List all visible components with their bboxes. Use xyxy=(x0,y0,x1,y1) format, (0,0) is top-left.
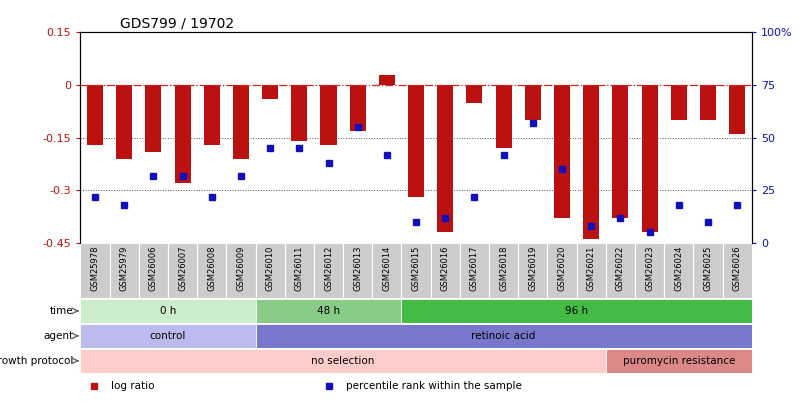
Bar xyxy=(343,243,372,298)
Text: GSM26014: GSM26014 xyxy=(382,246,391,291)
Bar xyxy=(547,243,576,298)
Text: 48 h: 48 h xyxy=(316,306,340,316)
Bar xyxy=(488,243,518,298)
Bar xyxy=(320,85,336,145)
Bar xyxy=(605,349,751,373)
Text: GSM26017: GSM26017 xyxy=(470,246,479,291)
Text: no selection: no selection xyxy=(311,356,374,366)
Bar xyxy=(692,243,722,298)
Text: control: control xyxy=(149,331,186,341)
Bar xyxy=(553,85,569,218)
Text: GSM26020: GSM26020 xyxy=(556,246,566,291)
Text: GSM26025: GSM26025 xyxy=(703,246,711,291)
Text: puromycin resistance: puromycin resistance xyxy=(622,356,734,366)
Bar xyxy=(605,243,634,298)
Text: retinoic acid: retinoic acid xyxy=(471,331,535,341)
Text: GSM26010: GSM26010 xyxy=(265,246,275,291)
Bar xyxy=(168,243,197,298)
Bar xyxy=(80,299,255,323)
Text: GSM26018: GSM26018 xyxy=(499,246,507,291)
Bar xyxy=(80,349,605,373)
Text: percentile rank within the sample: percentile rank within the sample xyxy=(345,381,521,391)
Text: 0 h: 0 h xyxy=(160,306,176,316)
Text: GSM26026: GSM26026 xyxy=(732,246,740,291)
Bar xyxy=(197,243,226,298)
Text: GSM26007: GSM26007 xyxy=(177,246,187,291)
Bar xyxy=(233,85,249,159)
Text: GSM26008: GSM26008 xyxy=(207,246,216,291)
Text: GSM26021: GSM26021 xyxy=(586,246,595,291)
Text: agent: agent xyxy=(43,331,74,341)
Bar xyxy=(349,85,365,131)
Bar xyxy=(518,243,547,298)
Text: time: time xyxy=(50,306,74,316)
Bar xyxy=(145,85,161,152)
Bar xyxy=(203,85,219,145)
Bar xyxy=(401,243,430,298)
Bar xyxy=(255,243,284,298)
Bar xyxy=(437,85,453,232)
Text: 96 h: 96 h xyxy=(565,306,588,316)
Bar xyxy=(372,243,401,298)
Text: GSM26016: GSM26016 xyxy=(440,246,449,291)
Bar xyxy=(430,243,459,298)
Text: GSM26024: GSM26024 xyxy=(674,246,683,291)
Bar xyxy=(612,85,628,218)
Text: GSM26022: GSM26022 xyxy=(615,246,624,291)
Bar xyxy=(80,243,109,298)
Text: log ratio: log ratio xyxy=(111,381,154,391)
Bar xyxy=(262,85,278,99)
Bar xyxy=(524,85,540,120)
Bar xyxy=(670,85,686,120)
Bar xyxy=(109,243,139,298)
Bar xyxy=(401,299,751,323)
Bar xyxy=(255,324,751,348)
Bar xyxy=(80,324,255,348)
Text: GSM26015: GSM26015 xyxy=(411,246,420,291)
Bar xyxy=(699,85,715,120)
Bar xyxy=(495,85,511,148)
Bar xyxy=(722,243,751,298)
Bar xyxy=(459,243,488,298)
Text: GDS799 / 19702: GDS799 / 19702 xyxy=(120,16,234,30)
Bar xyxy=(641,85,657,232)
Text: GSM26009: GSM26009 xyxy=(236,246,245,291)
Bar xyxy=(284,243,313,298)
Text: GSM26012: GSM26012 xyxy=(324,246,332,291)
Bar xyxy=(663,243,692,298)
Text: GSM26013: GSM26013 xyxy=(353,246,361,291)
Text: GSM25979: GSM25979 xyxy=(120,246,128,291)
Text: GSM26011: GSM26011 xyxy=(295,246,304,291)
Bar xyxy=(226,243,255,298)
Bar xyxy=(87,85,103,145)
Bar xyxy=(408,85,423,197)
Bar xyxy=(466,85,482,102)
Bar xyxy=(116,85,132,159)
Bar xyxy=(313,243,343,298)
Bar xyxy=(576,243,605,298)
Bar xyxy=(634,243,663,298)
Bar xyxy=(139,243,168,298)
Bar xyxy=(255,299,401,323)
Bar xyxy=(291,85,307,141)
Text: GSM26023: GSM26023 xyxy=(644,246,654,291)
Bar xyxy=(728,85,744,134)
Bar xyxy=(582,85,598,239)
Bar xyxy=(174,85,190,183)
Text: GSM26019: GSM26019 xyxy=(528,246,536,291)
Text: GSM25978: GSM25978 xyxy=(91,246,100,291)
Text: GSM26006: GSM26006 xyxy=(149,246,157,291)
Text: growth protocol: growth protocol xyxy=(0,356,74,366)
Bar xyxy=(378,75,394,85)
